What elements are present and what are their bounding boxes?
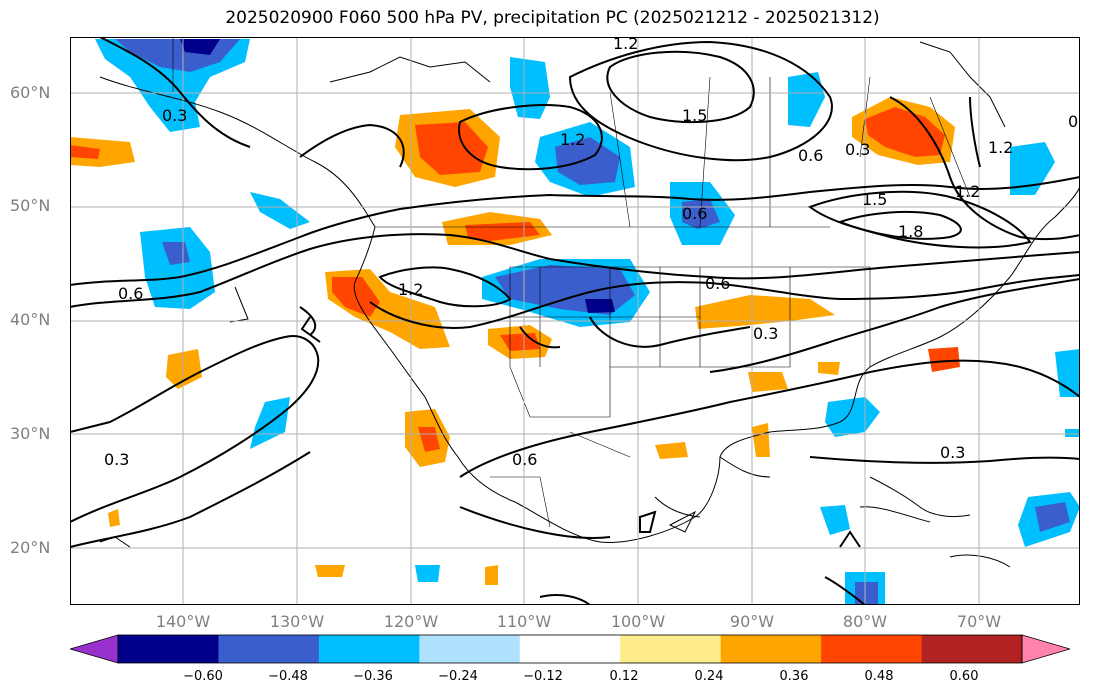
anomaly-negative [555,137,620,185]
colorbar-swatch [720,635,822,663]
contour-label: 1.2 [398,280,423,299]
colorbar-swatch [821,635,923,663]
colorbar-swatch [419,635,521,663]
colorbar-tick: 0.48 [864,669,894,684]
anomaly-negative [180,39,220,55]
colorbar-swatch [118,635,219,663]
lon-label-110w: 110°W [496,612,552,631]
anomaly-positive [70,145,100,159]
contour-label: 0.3 [162,106,187,125]
contour-label: 0.3 [753,324,778,343]
contour-label: 1.8 [898,222,923,241]
lon-label-140w: 140°W [155,612,211,631]
anomaly-negative [585,299,615,313]
anomaly-negative [1010,142,1055,195]
anomaly-positive [418,427,440,452]
colorbar-tick: −0.48 [268,669,308,684]
colorbar-swatch [519,635,621,663]
anomaly-negative [788,72,825,127]
anomaly-positive [166,349,202,389]
lon-label-70w: 70°W [956,612,1002,631]
contour-label: 1.2 [613,37,638,53]
colorbar-tick: 0.12 [609,669,639,684]
colorbar-tick: 0.60 [949,669,979,684]
colorbar-swatches [70,634,1070,664]
contour-label: 0.3 [104,450,129,469]
contour-label: 1.2 [955,182,980,201]
colorbar [70,634,1070,664]
contour-label: 0.6 [118,284,143,303]
lon-label-100w: 100°W [610,612,666,631]
colorbar-tick: −0.12 [523,669,563,684]
colorbar-tick: −0.60 [183,669,223,684]
anomaly-negative [1065,429,1080,437]
colorbar-outline [117,634,1023,664]
contour-label: 1.5 [682,106,707,125]
anomaly-positive [655,442,688,459]
anomaly-negative [1035,502,1070,532]
anomaly-positive [865,107,945,157]
anomaly-negative [140,227,215,309]
lat-label-40: 40°N [10,310,51,329]
anomaly-positive [70,137,135,167]
colorbar-arrow-min [70,634,119,664]
colorbar-swatch [921,635,1023,663]
anomaly-positive [818,362,840,375]
colorbar-tick: −0.24 [438,669,478,684]
lon-label-90w: 90°W [729,612,775,631]
contour-label: 1.2 [988,138,1013,157]
anomaly-negative [250,192,310,229]
map-title: 2025020900 F060 500 hPa PV, precipitatio… [225,8,880,28]
coastlines [99,37,1080,568]
colorbar-arrow-max [1021,634,1070,664]
contour-label: 0.6 [682,204,707,223]
colorbar-tick: 0.36 [779,669,809,684]
anomaly-negative [825,397,880,437]
anomaly-positive [415,122,488,175]
contour-label: 0.6 [798,146,823,165]
colorbar-swatch [218,635,320,663]
lat-label-30: 30°N [10,424,51,443]
lon-label-130w: 130°W [269,612,325,631]
anomaly-negative [820,505,850,535]
gridlines [70,37,1080,605]
anomaly-positive [485,565,498,585]
lat-label-60: 60°N [10,83,51,102]
anomaly-positive [748,372,788,392]
map-panel: 1.2 1.5 1.2 0.3 0.6 0.3 1.5 1.8 1.2 0.6 … [70,37,1080,605]
anomaly-positive [315,565,345,577]
contour-label: 0.6 [512,450,537,469]
colorbar-tick: −0.36 [353,669,393,684]
lon-label-80w: 80°W [842,612,888,631]
contour-label: 0.3 [940,443,965,462]
anomaly-positive [752,423,770,457]
lon-label-120w: 120°W [383,612,439,631]
contour-label: 0.3 [1068,112,1080,131]
colorbar-swatch [318,635,420,663]
contour-label: 1.5 [862,190,887,209]
anomaly-positive [928,347,960,372]
anomaly-negative [510,57,550,119]
lat-label-20: 20°N [10,538,51,557]
anomaly-negative [415,565,440,582]
contour-label: 0.6 [705,274,730,293]
lat-label-50: 50°N [10,196,51,215]
anomaly-positive [108,509,120,527]
precip-shading [70,39,1080,605]
pv-contours [70,37,1080,605]
colorbar-swatch [620,635,722,663]
contour-label: 1.2 [560,130,585,149]
contour-label: 0.3 [845,140,870,159]
contour-labels: 1.2 1.5 1.2 0.3 0.6 0.3 1.5 1.8 1.2 0.6 … [104,37,1080,469]
colorbar-tick: 0.24 [694,669,724,684]
anomaly-negative [855,582,878,605]
